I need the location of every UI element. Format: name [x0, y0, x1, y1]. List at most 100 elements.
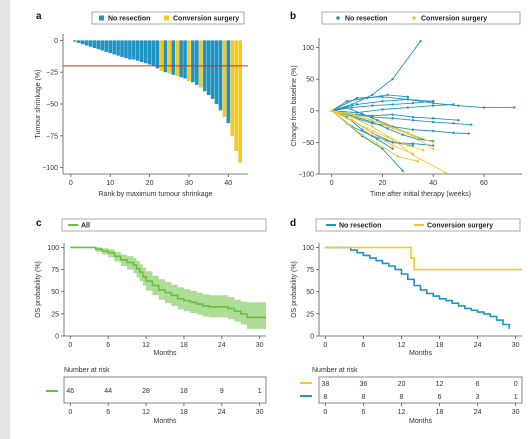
y-tick-label: −50 [302, 140, 314, 147]
y-tick-label: −100 [298, 172, 314, 179]
risk-value: 9 [220, 388, 224, 395]
series-point [371, 125, 374, 128]
bar [167, 40, 172, 74]
series-point [391, 117, 394, 120]
series-point [350, 106, 354, 109]
series-point [431, 144, 435, 147]
series-point [406, 144, 410, 147]
x-axis-label: Months [154, 350, 177, 357]
x-tick-label: 24 [474, 342, 482, 349]
series-point [419, 39, 422, 43]
series-point [452, 131, 455, 135]
x-tick-label: 0 [330, 180, 334, 187]
bar [214, 40, 219, 104]
series-point [457, 104, 460, 107]
series-point [381, 122, 384, 125]
risk-table-title: Number at risk [312, 367, 358, 374]
series-point [411, 119, 415, 122]
y-tick-label: 75 [51, 267, 59, 274]
x-tick-label: 60 [480, 180, 488, 187]
bar [187, 40, 191, 82]
bar [80, 40, 85, 45]
series-point [406, 95, 410, 99]
bar [175, 40, 179, 76]
bar [155, 40, 160, 69]
series-point [391, 77, 394, 81]
series-point [431, 129, 435, 133]
y-tick-label: 0 [310, 334, 314, 341]
legend-box [321, 11, 521, 25]
risk-value: 36 [360, 381, 368, 388]
bar [132, 40, 136, 60]
confidence-band [70, 247, 266, 329]
risk-value: 1 [514, 394, 518, 401]
y-tick-label: 100 [302, 245, 314, 252]
series-point [391, 147, 394, 150]
series-point [406, 131, 410, 135]
risk-value: 0 [514, 381, 518, 388]
bar [159, 40, 164, 71]
panel-label-b: b [290, 11, 296, 22]
risk-value: 8 [400, 394, 404, 401]
x-tick-label: 12 [398, 342, 406, 349]
x-tick-label: 24 [218, 409, 226, 416]
series-point [345, 122, 349, 125]
bar [234, 40, 239, 152]
bar [92, 40, 97, 48]
panel-label-c: c [36, 218, 42, 229]
bar [120, 40, 124, 57]
legend-swatch [164, 15, 169, 21]
series-point [371, 120, 374, 124]
bar [179, 40, 183, 78]
y-tick-label: −50 [46, 102, 58, 109]
bar [191, 40, 195, 83]
survival-curve [70, 246, 266, 319]
series-line [331, 110, 424, 151]
x-tick-label: 30 [185, 180, 193, 187]
x-tick-label: 10 [106, 180, 114, 187]
series-line [331, 98, 515, 112]
series-point [371, 131, 374, 135]
x-tick-label: 30 [512, 409, 520, 416]
series-point [396, 155, 399, 158]
bar [218, 40, 223, 111]
risk-value: 6 [476, 381, 480, 388]
bar [143, 40, 148, 64]
x-tick-label: 18 [436, 409, 444, 416]
series-point [452, 103, 455, 106]
bar [76, 40, 81, 43]
series-point [411, 152, 415, 155]
x-tick-label: 20 [379, 180, 387, 187]
legend-box [61, 218, 267, 232]
series-point [345, 100, 349, 103]
series-point [381, 95, 384, 99]
legend-entry: Conversion surgery [173, 16, 239, 23]
series-point [360, 133, 364, 136]
legend-entry: No resection [339, 223, 381, 230]
y-tick-label: −25 [46, 70, 58, 77]
bar [230, 40, 235, 136]
y-axis-label: Tumour shrinkage (%) [35, 70, 42, 139]
series-point [431, 117, 435, 120]
bar [210, 40, 215, 99]
series-point [406, 98, 410, 101]
risk-table-box [63, 376, 267, 404]
y-tick-label: 100 [47, 245, 59, 252]
series-point [406, 106, 410, 109]
risk-value: 44 [104, 388, 112, 395]
x-tick-label: 18 [180, 342, 188, 349]
x-tick-label: 6 [106, 409, 110, 416]
bar [100, 40, 105, 51]
x-tick-label: 0 [323, 342, 327, 349]
risk-value: 3 [476, 394, 480, 401]
risk-value: 28 [142, 388, 150, 395]
series-point [381, 100, 384, 103]
risk-value: 6 [438, 394, 442, 401]
x-axis-label: Months [409, 350, 432, 357]
bar [226, 40, 231, 124]
x-axis-label: Time after initial therapy (weeks) [370, 191, 471, 198]
series-point [376, 138, 379, 141]
x-tick-label: 18 [180, 409, 188, 416]
series-point [467, 132, 470, 135]
bar [84, 40, 89, 46]
